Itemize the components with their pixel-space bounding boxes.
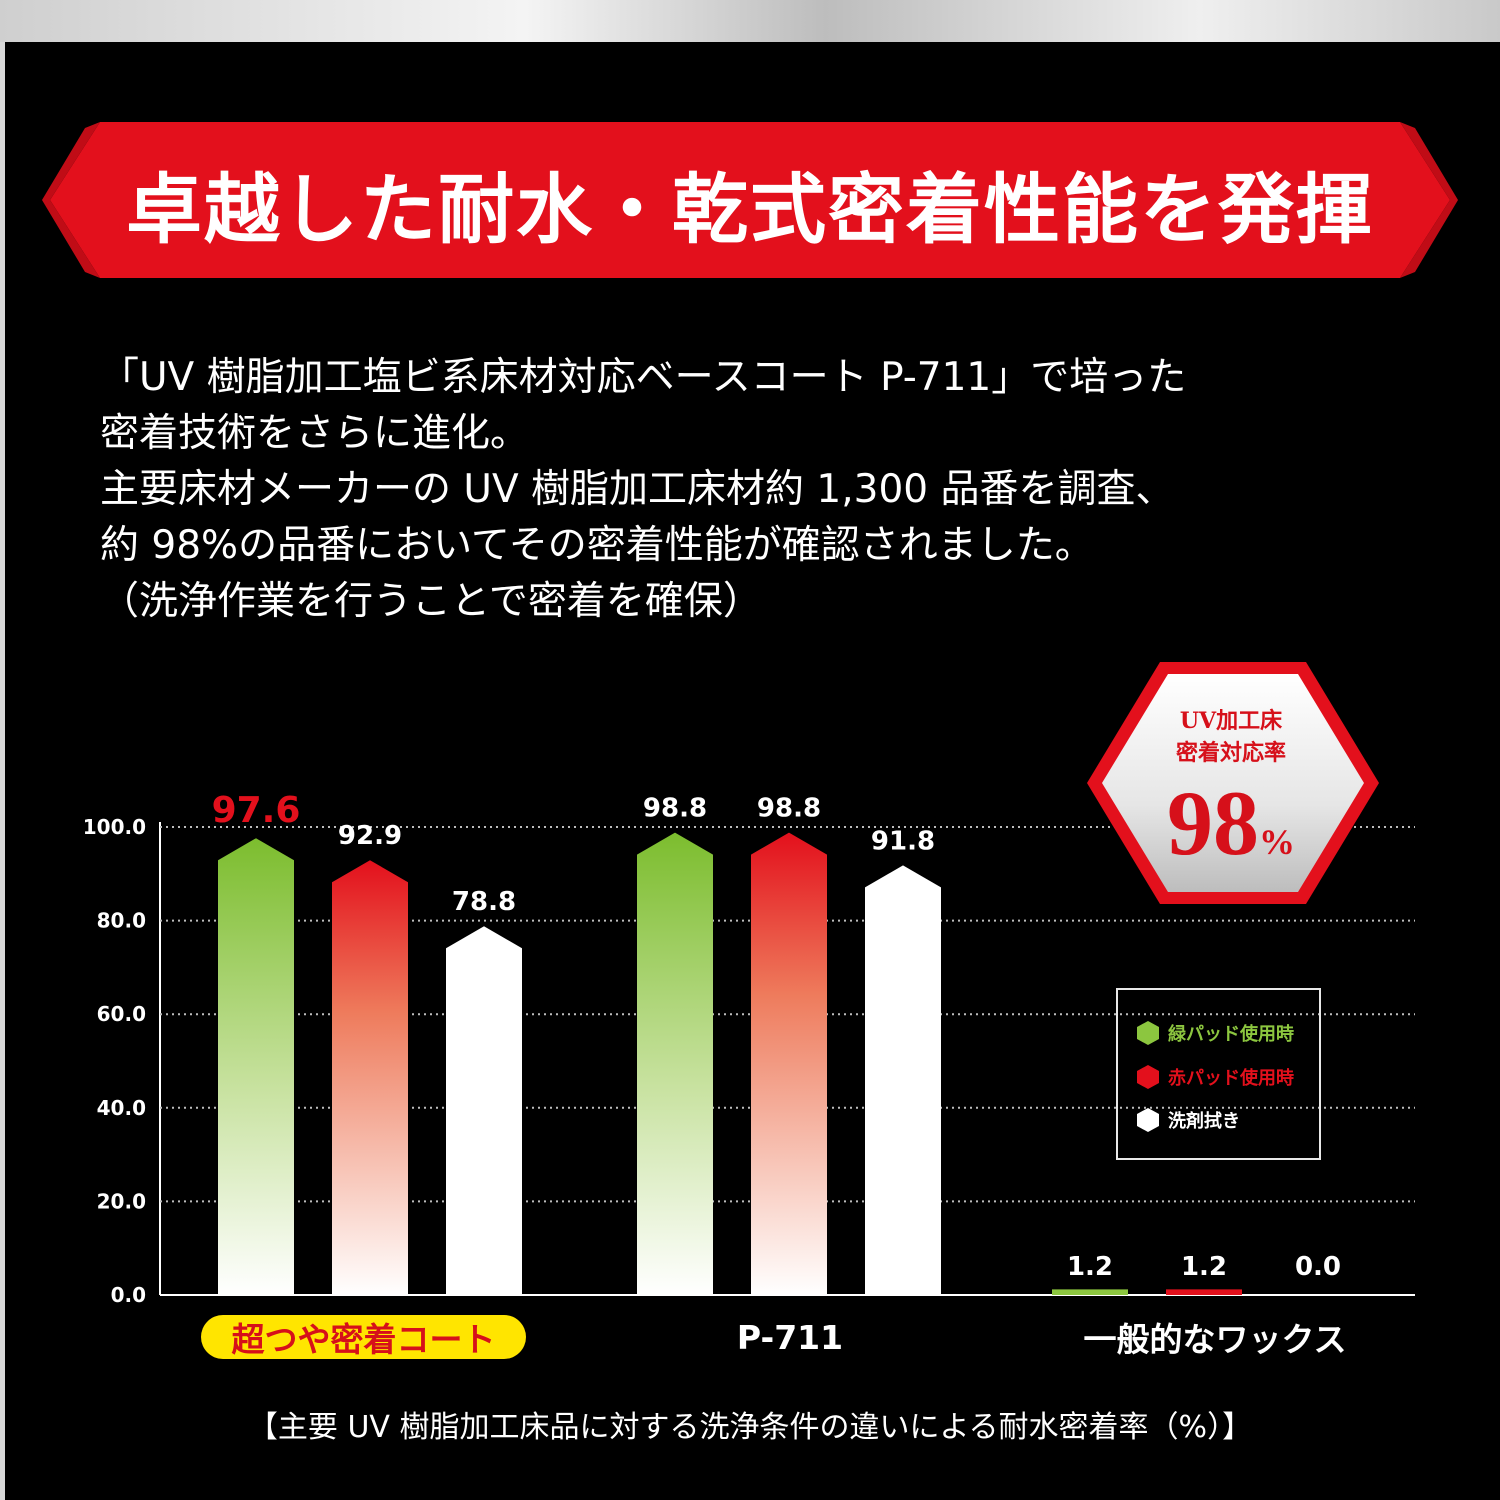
data-label: 98.8 — [643, 794, 707, 824]
white-hexagon-icon — [1137, 1108, 1159, 1132]
intro-text: 「UV 樹脂加工塩ビ系床材対応ベースコート P-711」で培った 密着技術をさら… — [100, 350, 1440, 630]
category-label-1: P-711 — [736, 1317, 844, 1357]
banner-title: 卓越した耐水・乾式密着性能を発揮 — [126, 165, 1374, 254]
badge-line2: 密着対応率 — [1175, 740, 1286, 766]
intro-line: 密着技術をさらに進化。 — [100, 411, 530, 456]
data-label: 1.2 — [1067, 1252, 1113, 1282]
badge-caption: UV加工床 密着対応率 — [1126, 705, 1336, 769]
bar — [637, 832, 713, 1295]
data-label: 97.6 — [212, 790, 301, 831]
badge-unit: % — [1259, 822, 1295, 862]
legend-label: 洗剤拭き — [1168, 1111, 1240, 1132]
y-tick-label: 0.0 — [111, 1283, 146, 1307]
title-banner-shape — [42, 122, 1458, 278]
legend-item-green: 緑パッド使用時 — [1136, 1020, 1294, 1046]
bar — [332, 860, 408, 1295]
intro-line: 「UV 樹脂加工塩ビ系床材対応ベースコート P-711」で培った — [100, 355, 1187, 400]
chart-caption: 【主要 UV 樹脂加工床品に対する洗浄条件の違いによる耐水密着率（%）】 — [247, 1410, 1253, 1445]
data-label: 0.0 — [1295, 1252, 1341, 1282]
y-tick-label: 60.0 — [97, 1002, 146, 1026]
bar — [218, 838, 294, 1295]
bar-chart: 100.0 80.0 60.0 40.0 20.0 0.0 97.6 92.9 78.8 98.8… — [83, 662, 1415, 1307]
intro-line: 約 98%の品番においてその密着性能が確認されました。 — [100, 523, 1094, 568]
green-hexagon-icon — [1137, 1021, 1159, 1045]
legend-item-red: 赤パッド使用時 — [1136, 1064, 1294, 1090]
badge-value: 98 — [1167, 772, 1259, 874]
data-label: 98.8 — [757, 794, 821, 824]
bar — [1052, 1289, 1128, 1295]
red-hexagon-icon — [1137, 1065, 1159, 1089]
data-label: 92.9 — [338, 821, 402, 851]
y-tick-label: 40.0 — [97, 1096, 146, 1120]
legend-label: 緑パッド使用時 — [1168, 1024, 1294, 1045]
intro-line: （洗浄作業を行うことで密着を確保） — [100, 579, 762, 624]
badge-line1: UV加工床 — [1179, 708, 1283, 734]
intro-line: 主要床材メーカーの UV 樹脂加工床材約 1,300 品番を調査、 — [100, 467, 1175, 512]
y-tick-label: 100.0 — [83, 815, 146, 839]
chart-legend: 緑パッド使用時 赤パッド使用時 洗剤拭き — [1116, 988, 1321, 1160]
bar — [446, 926, 522, 1295]
y-tick-label: 80.0 — [97, 909, 146, 933]
legend-item-white: 洗剤拭き — [1136, 1107, 1240, 1133]
bar — [865, 865, 941, 1295]
left-frame-edge — [0, 42, 5, 1500]
bar — [751, 832, 827, 1295]
y-tick-label: 20.0 — [97, 1189, 146, 1213]
top-metallic-strip — [0, 0, 1500, 42]
data-label: 91.8 — [871, 826, 935, 856]
badge-percentage: 98% — [1126, 770, 1336, 876]
legend-label: 赤パッド使用時 — [1168, 1068, 1294, 1089]
category-label-2: 一般的なワックス — [1083, 1320, 1347, 1359]
bar — [1166, 1289, 1242, 1295]
badge-hexagon — [1087, 662, 1379, 904]
data-label: 78.8 — [452, 887, 516, 917]
category-label-0: 超つや密着コート — [201, 1315, 526, 1359]
data-label: 1.2 — [1181, 1252, 1227, 1282]
